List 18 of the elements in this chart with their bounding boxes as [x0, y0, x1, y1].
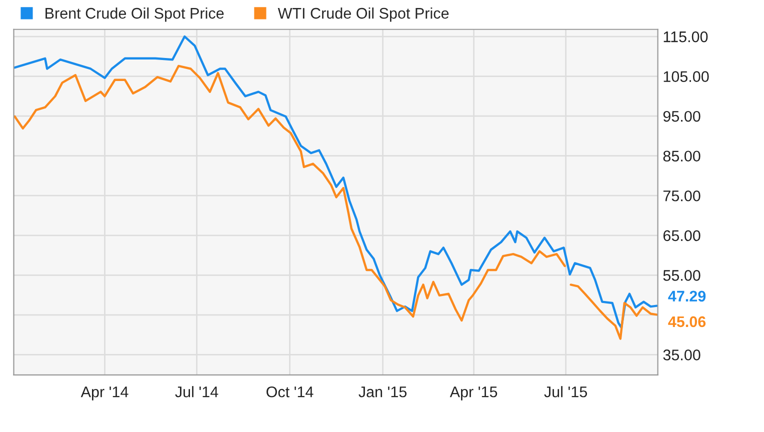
y-tick-label: 85.00	[663, 150, 700, 162]
legend-label: WTI Crude Oil Spot Price	[278, 7, 449, 22]
annotation: 47.29	[668, 290, 706, 302]
x-tick-label: Oct '14	[266, 386, 314, 398]
y-tick-label: 75.00	[663, 190, 700, 202]
x-tick-label: Jan '15	[358, 386, 407, 398]
x-tick-label: Jul '14	[175, 386, 218, 398]
annotation: 45.06	[668, 316, 706, 328]
x-tick-label: Jul '15	[544, 386, 587, 398]
y-tick-label: 105.00	[664, 71, 709, 82]
x-tick-label: Apr '14	[80, 386, 128, 400]
y-tick-label: 55.00	[663, 270, 700, 281]
legend-label: Brent Crude Oil Spot Price	[46, 7, 224, 22]
y-tick-label: 95.00	[663, 110, 700, 122]
x-tick-label: Apr '15	[450, 386, 498, 400]
y-tick-label: 65.00	[663, 230, 700, 242]
y-tick-label: 35.00	[663, 350, 700, 360]
y-tick-label: 115.00	[664, 31, 708, 42]
